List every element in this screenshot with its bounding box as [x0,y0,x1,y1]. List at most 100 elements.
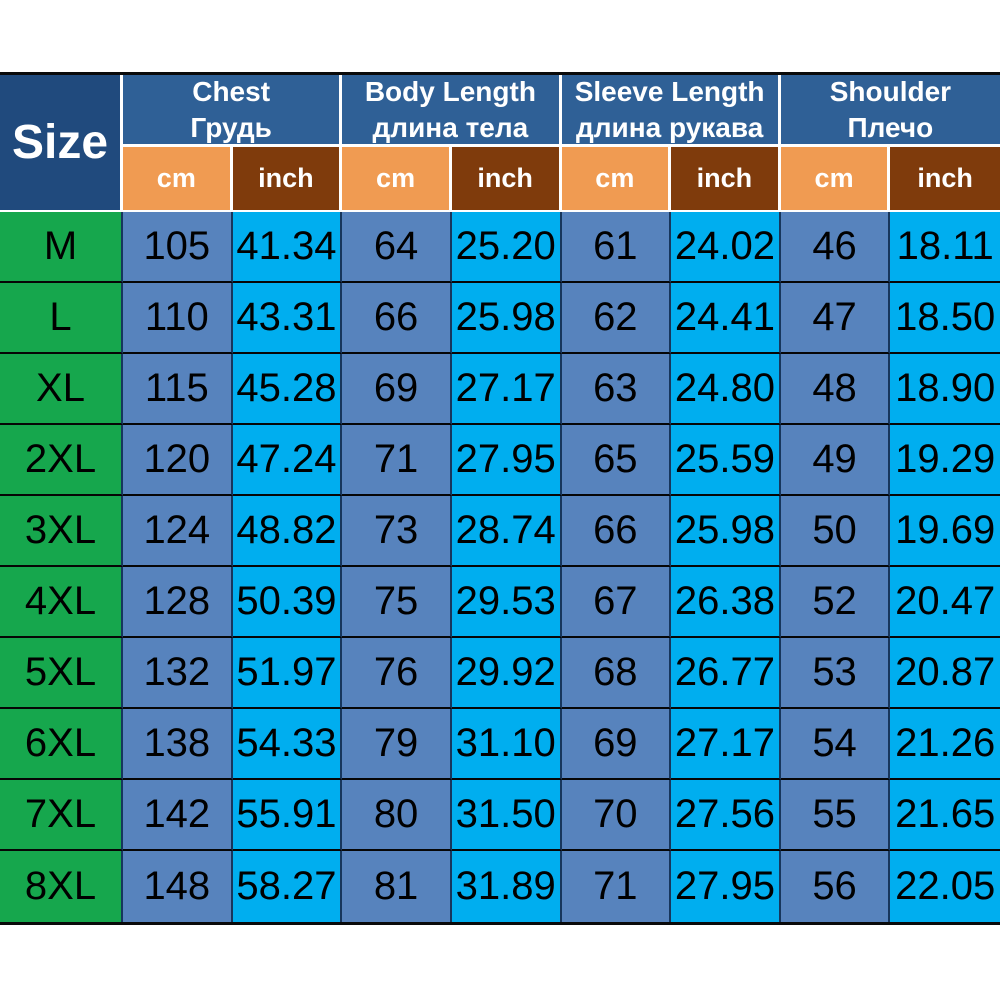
cell-body-inch: 29.92 [451,638,562,709]
cell-chest-inch: 55.91 [232,780,343,851]
cell-shoulder-cm: 47 [780,283,891,354]
cell-chest-inch: 48.82 [232,496,343,567]
cell-body-cm: 81 [342,851,452,922]
cell-body-inch: 31.89 [451,851,562,922]
cell-sleeve-inch: 25.59 [671,425,781,496]
size-label: M [0,212,123,283]
size-label: 2XL [0,425,123,496]
cell-sleeve-cm: 71 [561,851,672,922]
cell-shoulder-inch: 19.29 [890,425,1000,496]
cell-chest-cm: 110 [123,283,233,354]
unit-header-shoulder-inch: inch [890,147,1000,212]
cell-body-cm: 79 [342,709,452,780]
cell-body-inch: 28.74 [451,496,562,567]
cell-shoulder-inch: 20.47 [890,567,1000,638]
cell-shoulder-cm: 53 [780,638,891,709]
corner-header-size: Size [0,75,123,212]
cell-body-inch: 25.20 [451,212,562,283]
group-header-chest: Chest Грудь [123,75,343,147]
size-label: 5XL [0,638,123,709]
cell-chest-inch: 51.97 [232,638,343,709]
cell-sleeve-inch: 24.41 [671,283,781,354]
cell-body-inch: 27.95 [451,425,562,496]
cell-shoulder-cm: 46 [780,212,891,283]
cell-body-cm: 71 [342,425,452,496]
cell-body-inch: 31.50 [451,780,562,851]
cell-shoulder-inch: 18.11 [890,212,1000,283]
cell-shoulder-inch: 21.26 [890,709,1000,780]
cell-body-cm: 80 [342,780,452,851]
group-label-ru: длина рукава [575,111,764,143]
cell-chest-inch: 58.27 [232,851,343,922]
cell-chest-cm: 148 [123,851,233,922]
group-label-en: Body Length [364,75,536,107]
cell-chest-inch: 47.24 [232,425,343,496]
group-label-en: Shoulder [829,75,952,107]
cell-sleeve-inch: 24.80 [671,354,781,425]
size-chart-table: Size Chest Грудь Body Length длина тела … [0,72,1000,925]
cell-sleeve-cm: 61 [561,212,672,283]
cell-chest-cm: 142 [123,780,233,851]
cell-sleeve-cm: 70 [561,780,672,851]
cell-body-inch: 25.98 [451,283,562,354]
cell-shoulder-inch: 20.87 [890,638,1000,709]
cell-chest-cm: 120 [123,425,233,496]
cell-chest-inch: 41.34 [232,212,343,283]
cell-sleeve-cm: 62 [561,283,672,354]
cell-sleeve-cm: 69 [561,709,672,780]
group-header-body-length: Body Length длина тела [342,75,562,147]
cell-sleeve-cm: 65 [561,425,672,496]
unit-header-sleeve-cm: cm [561,147,672,212]
cell-shoulder-cm: 54 [780,709,891,780]
unit-header-body-inch: inch [451,147,562,212]
cell-sleeve-inch: 26.77 [671,638,781,709]
unit-header-chest-cm: cm [123,147,233,212]
cell-sleeve-cm: 66 [561,496,672,567]
group-header-sleeve-length: Sleeve Length длина рукава [561,75,781,147]
unit-header-chest-inch: inch [232,147,343,212]
cell-chest-cm: 105 [123,212,233,283]
cell-sleeve-inch: 27.17 [671,709,781,780]
cell-chest-cm: 128 [123,567,233,638]
group-label-ru: длина тела [372,111,529,143]
size-label: 4XL [0,567,123,638]
cell-shoulder-inch: 18.50 [890,283,1000,354]
cell-sleeve-cm: 68 [561,638,672,709]
cell-sleeve-cm: 67 [561,567,672,638]
group-header-shoulder: Shoulder Плечо [780,75,1000,147]
cell-shoulder-cm: 50 [780,496,891,567]
cell-body-inch: 29.53 [451,567,562,638]
cell-chest-inch: 54.33 [232,709,343,780]
cell-shoulder-inch: 21.65 [890,780,1000,851]
cell-body-cm: 75 [342,567,452,638]
cell-shoulder-cm: 52 [780,567,891,638]
cell-shoulder-cm: 55 [780,780,891,851]
cell-shoulder-inch: 22.05 [890,851,1000,922]
cell-sleeve-inch: 27.95 [671,851,781,922]
cell-chest-inch: 45.28 [232,354,343,425]
size-label: 7XL [0,780,123,851]
unit-header-sleeve-inch: inch [671,147,781,212]
cell-sleeve-inch: 26.38 [671,567,781,638]
cell-chest-cm: 115 [123,354,233,425]
cell-chest-cm: 124 [123,496,233,567]
cell-body-inch: 31.10 [451,709,562,780]
group-label-en: Chest [192,75,271,107]
group-label-en: Sleeve Length [574,75,765,107]
cell-shoulder-inch: 19.69 [890,496,1000,567]
cell-chest-inch: 43.31 [232,283,343,354]
cell-shoulder-cm: 49 [780,425,891,496]
cell-body-cm: 76 [342,638,452,709]
cell-shoulder-cm: 56 [780,851,891,922]
cell-body-cm: 66 [342,283,452,354]
unit-header-shoulder-cm: cm [780,147,891,212]
cell-shoulder-cm: 48 [780,354,891,425]
size-label: XL [0,354,123,425]
group-label-ru: Плечо [847,111,934,143]
cell-sleeve-inch: 27.56 [671,780,781,851]
cell-sleeve-cm: 63 [561,354,672,425]
size-label: 6XL [0,709,123,780]
cell-chest-cm: 132 [123,638,233,709]
size-label: 3XL [0,496,123,567]
